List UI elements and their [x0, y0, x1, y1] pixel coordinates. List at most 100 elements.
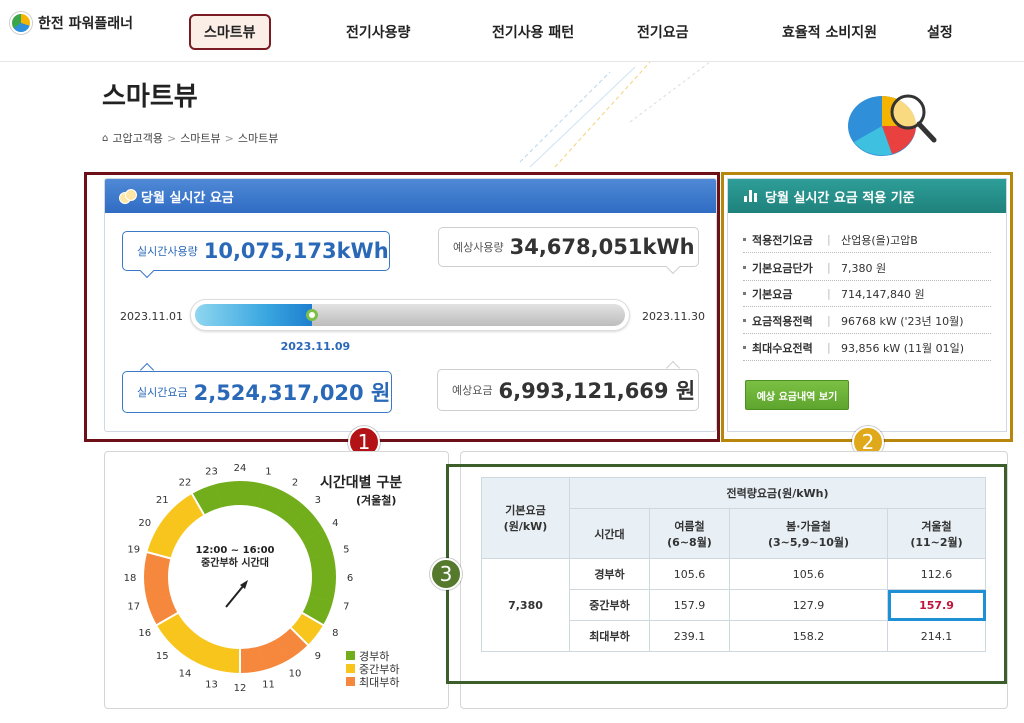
- ring-separator: [146, 550, 172, 560]
- nav-settings[interactable]: 설정: [927, 25, 953, 41]
- nav-usage-pattern[interactable]: 전기사용 패턴: [492, 25, 575, 41]
- logo-text: 한전 파워플래너: [38, 16, 134, 32]
- realtime-charge-header: 당월 실시간 요금: [105, 179, 716, 213]
- hour-label: 7: [343, 601, 349, 612]
- decorative-lines: [519, 62, 711, 168]
- breadcrumb-item[interactable]: 스마트뷰: [180, 132, 221, 145]
- month-end-date: 2023.11.30: [642, 310, 705, 323]
- hour-label: 24: [234, 463, 247, 474]
- hour-label: 22: [179, 478, 192, 489]
- legend-swatch: [346, 651, 355, 660]
- breadcrumb-separator: >: [224, 131, 234, 145]
- breadcrumb-item: 스마트뷰: [237, 132, 279, 145]
- ring-separator: [300, 611, 325, 627]
- breadcrumb: ⌂ 고압고객용 > 스마트뷰 > 스마트뷰: [102, 130, 278, 146]
- time-band-legend: 경부하 중간부하 최대부하: [346, 649, 400, 689]
- hour-label: 11: [262, 679, 275, 690]
- clock-hand-tip: [240, 580, 248, 589]
- month-start-date: 2023.11.01: [120, 310, 183, 323]
- hour-label: 3: [315, 495, 321, 506]
- month-progress-fill: [195, 304, 312, 326]
- hour-label: 16: [138, 628, 151, 639]
- rate-cell: 127.9: [729, 589, 888, 621]
- hour-label: 4: [332, 518, 338, 529]
- current-band-label: 중간부하 시간대: [201, 558, 269, 569]
- charge-basis-header: 당월 실시간 요금 적용 기준: [728, 179, 1006, 213]
- ring-segment: [144, 551, 171, 577]
- ring-segment: [214, 646, 240, 673]
- ring-segment: [276, 493, 309, 527]
- progress-marker: [305, 309, 318, 321]
- basis-value: 96768 kW ('23년 10월): [841, 314, 964, 328]
- hour-label: 2: [292, 478, 298, 489]
- ring-segment: [309, 577, 336, 603]
- ring-segment: [156, 508, 190, 541]
- home-icon[interactable]: ⌂: [102, 132, 109, 144]
- breadcrumb-separator: >: [166, 131, 177, 145]
- realtime-usage-value: 10,075,173kWh: [203, 239, 389, 263]
- bar-chart-icon: [744, 190, 757, 202]
- hour-label: 8: [332, 628, 338, 639]
- month-progress-bar: [190, 299, 630, 331]
- ring-segment: [144, 576, 171, 602]
- hour-label: 5: [343, 545, 349, 556]
- time-band-season: (겨울철): [356, 494, 397, 507]
- current-date: 2023.11.09: [280, 340, 351, 353]
- ring-segment: [309, 552, 336, 578]
- basis-row: 최대수요전력 | 93,856 kW (11월 01일): [743, 335, 991, 361]
- badge-3: 3: [430, 558, 462, 590]
- legend-item: 중간부하: [346, 662, 399, 676]
- legend-swatch: [346, 664, 355, 673]
- base-charge-value: 7,380: [481, 558, 570, 652]
- nav-electricity-bill[interactable]: 전기요금: [637, 25, 689, 41]
- nav-smartview[interactable]: 스마트뷰: [189, 14, 271, 50]
- basis-value: 93,856 kW (11월 01일): [841, 341, 965, 355]
- ring-segment: [215, 481, 241, 508]
- hour-label: 21: [156, 495, 169, 506]
- hour-label: 9: [315, 651, 321, 662]
- rate-table: 기본요금 (원/kW) 전력량요금(원/kWh) 시간대 여름철 (6~8월) …: [481, 477, 986, 652]
- logo[interactable]: 한전 파워플래너: [10, 12, 133, 34]
- legend-label: 최대부하: [359, 675, 400, 689]
- top-navigation: 한전 파워플래너 스마트뷰 전기사용량 전기사용 패턴 전기요금 효율적 소비지…: [0, 0, 1024, 62]
- kepco-logo-icon: [10, 12, 32, 34]
- nav-electricity-usage[interactable]: 전기사용량: [346, 25, 411, 41]
- ring-segment: [302, 529, 333, 559]
- realtime-usage-box: 실시간사용량 10,075,173kWh: [122, 231, 390, 271]
- hour-label: 23: [205, 467, 218, 478]
- hour-label: 14: [179, 668, 192, 679]
- expected-charge-details-button[interactable]: 예상 요금내역 보기: [745, 380, 849, 410]
- legend-item: 경부하: [346, 649, 399, 663]
- highlight-box-1: [84, 172, 720, 442]
- realtime-charge-box: 실시간요금 2,524,317,020 원: [122, 371, 392, 413]
- ring-separator: [155, 611, 180, 627]
- hour-label: 1: [265, 467, 271, 478]
- base-charge-header: 기본요금 (원/kW): [481, 477, 570, 559]
- realtime-charge-label: 실시간요금: [137, 386, 188, 399]
- basis-value: 산업용(을)고압B: [841, 233, 918, 247]
- expected-charge-label: 예상요금: [452, 384, 493, 397]
- highlight-box-2: [721, 172, 1013, 442]
- expected-charge-value: 6,993,121,669 원: [498, 379, 696, 403]
- breadcrumb-item[interactable]: 고압고객용: [112, 132, 163, 145]
- basis-value: 7,380 원: [841, 261, 887, 275]
- ring-segment: [192, 484, 222, 515]
- hour-label: 20: [138, 518, 151, 529]
- basis-row: 기본요금 | 714,147,840 원: [743, 281, 991, 307]
- nav-efficiency-support[interactable]: 효율적 소비지원: [782, 25, 878, 41]
- ring-segment: [258, 639, 288, 670]
- page-title: 스마트뷰: [102, 82, 198, 112]
- hour-label: 6: [347, 573, 353, 584]
- rate-cell: 239.1: [649, 620, 730, 652]
- energy-charge-header: 전력량요금(원/kWh): [569, 477, 986, 509]
- expected-charge-box: 예상요금 6,993,121,669 원: [437, 369, 699, 411]
- ring-segment: [239, 646, 265, 673]
- ring-segment: [191, 639, 222, 670]
- legend-swatch: [346, 677, 355, 686]
- basis-key: 최대수요전력: [743, 340, 827, 356]
- ring-segment: [147, 528, 178, 559]
- rate-cell: 214.1: [887, 620, 986, 652]
- expected-usage-label: 예상사용량: [453, 241, 504, 254]
- season-header-summer: 여름철 (6~8월): [649, 508, 730, 559]
- hour-label: 10: [289, 668, 302, 679]
